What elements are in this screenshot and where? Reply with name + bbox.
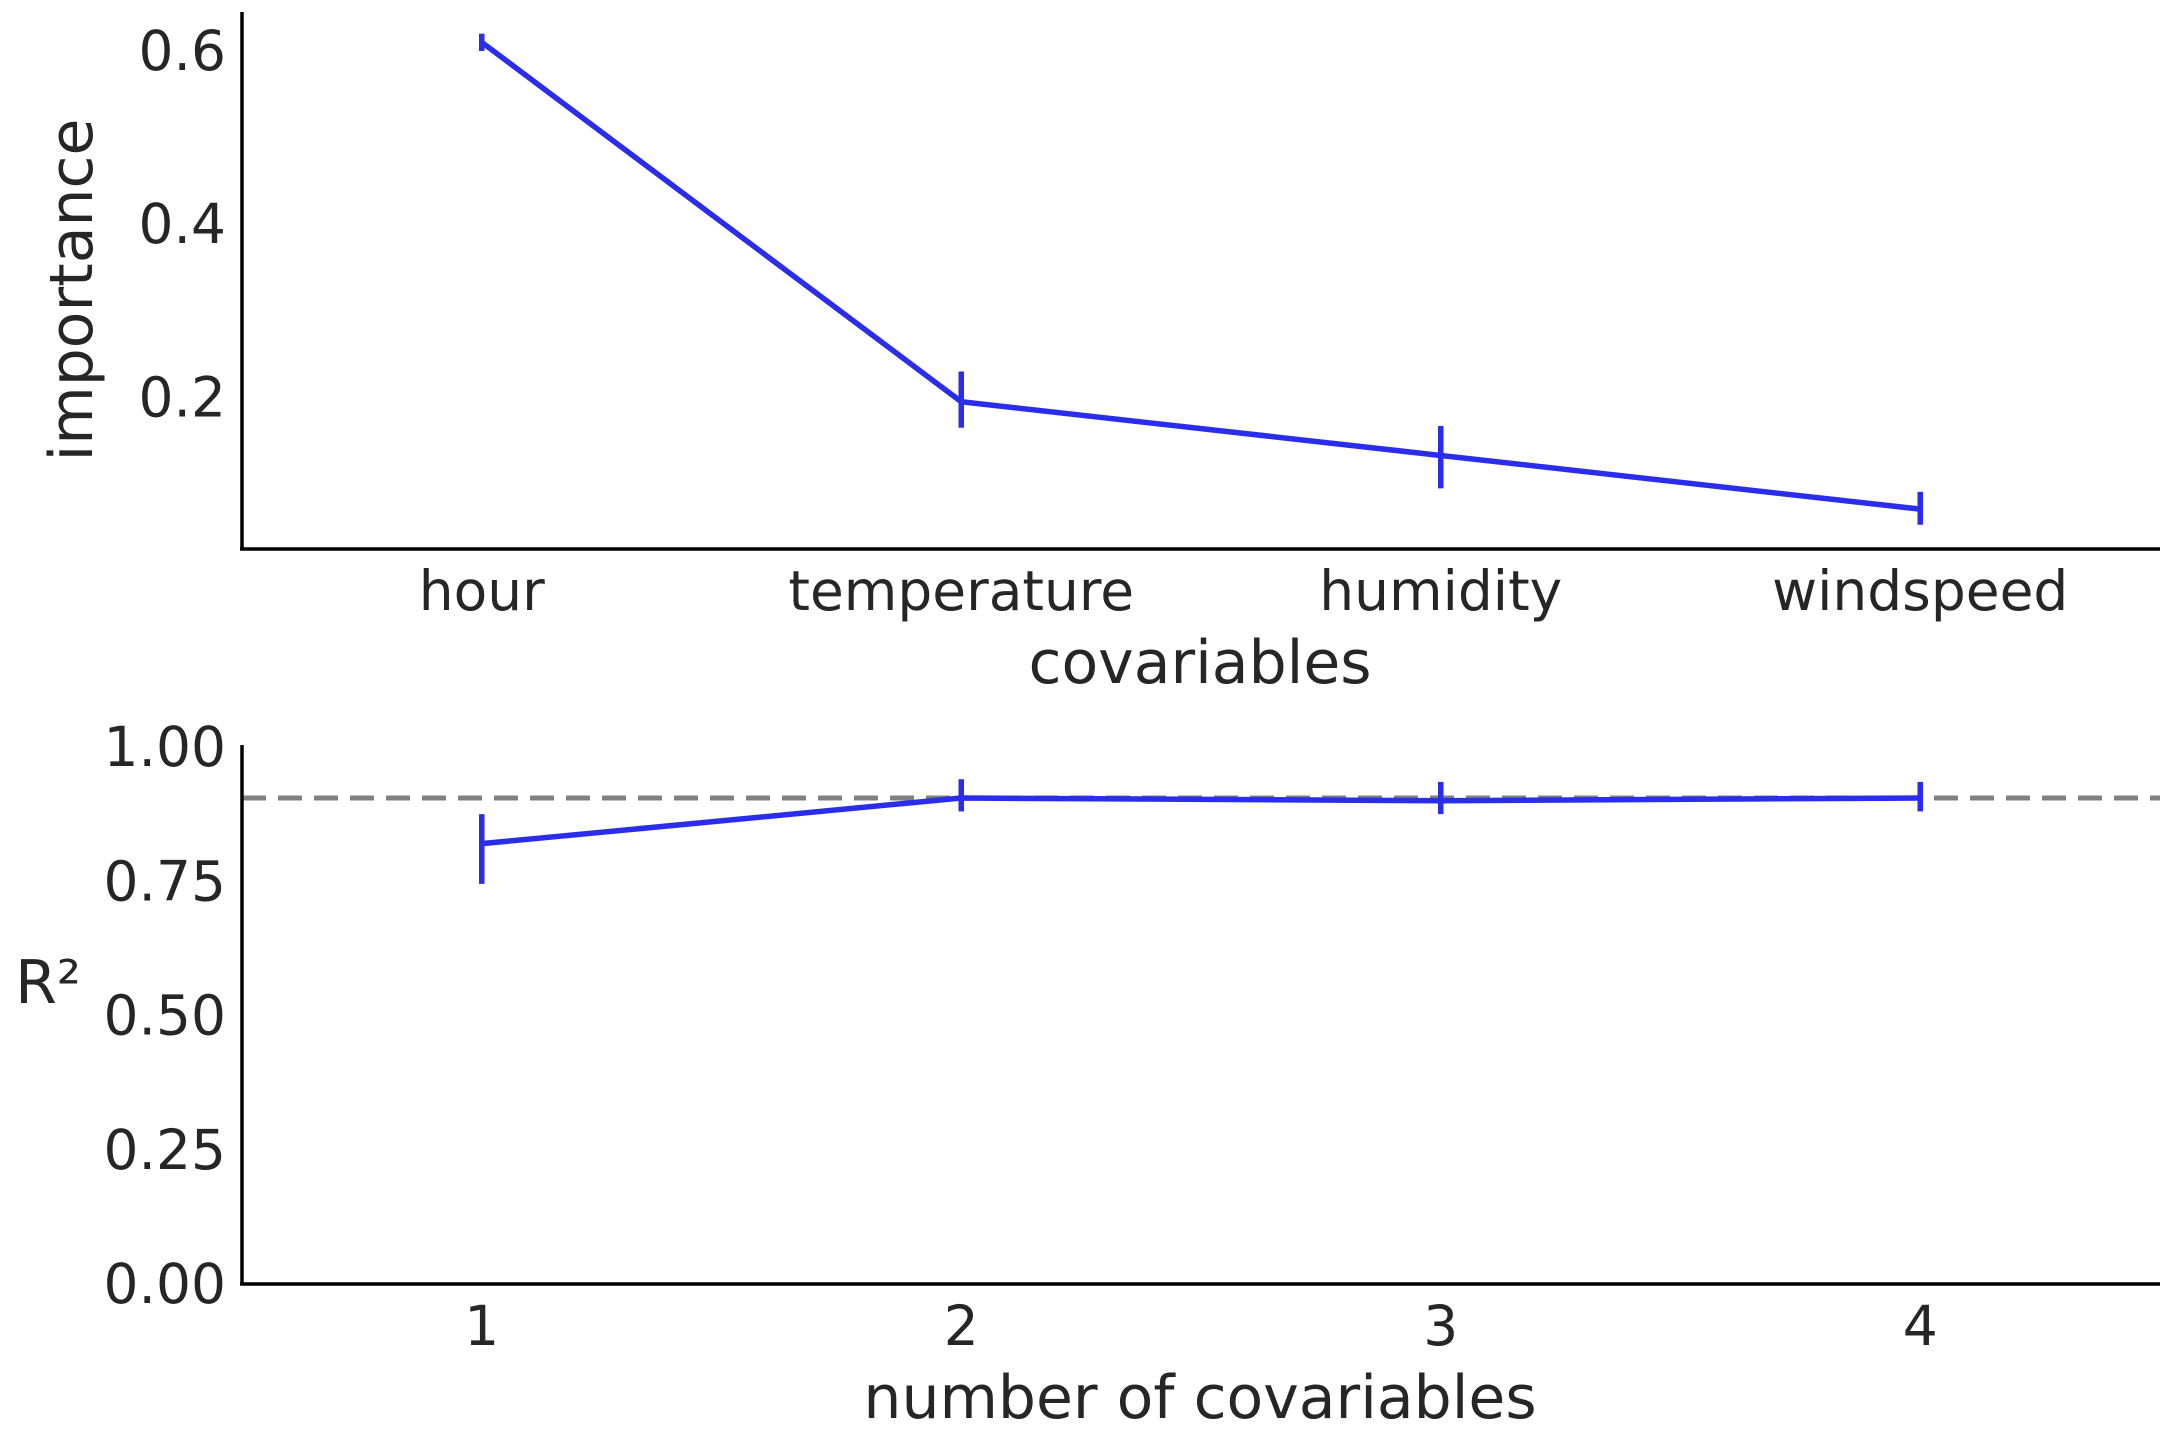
r2-x-tick-label: 3 [1423,1294,1458,1358]
importance-y-tick-label: 0.2 [139,365,226,429]
importance-panel: 0.2 0.4 0.6 hour temperature humidity windspe… [37,12,2160,698]
r2-x-tick-label: 2 [944,1294,979,1358]
r2-panel: 0.00 0.25 0.50 0.75 1.00 1 2 3 4 number of cova… [15,715,2160,1433]
importance-x-axis-label: covariables [1028,628,1371,698]
r2-y-tick-label: 0.75 [104,849,226,913]
importance-y-axis-label: importance [37,119,107,462]
importance-x-tick-label: humidity [1319,559,1562,623]
importance-y-tick-labels: 0.2 0.4 0.6 [139,19,226,429]
importance-y-tick-label: 0.6 [139,19,226,83]
importance-x-tick-labels: hour temperature humidity windspeed [419,559,2069,623]
importance-series-line [480,40,1921,512]
r2-y-tick-label: 0.00 [104,1252,226,1316]
r2-x-tick-label: 4 [1903,1294,1938,1358]
r2-x-axis-label: number of covariables [863,1363,1536,1433]
importance-x-tick-label: temperature [788,559,1134,623]
r2-y-tick-label: 0.25 [104,1118,226,1182]
r2-marks [479,779,1923,884]
r2-y-tick-labels: 0.00 0.25 0.50 0.75 1.00 [104,715,226,1316]
r2-x-tick-label: 1 [464,1294,499,1358]
r2-y-tick-label: 1.00 [104,715,226,779]
importance-marks [479,33,1923,525]
r2-series-line [481,795,1921,847]
importance-y-tick-label: 0.4 [139,192,226,256]
importance-x-tick-label: windspeed [1772,559,2068,623]
importance-x-tick-label: hour [419,559,545,623]
r2-y-tick-label: 0.50 [104,984,226,1048]
r2-x-tick-labels: 1 2 3 4 [464,1294,1938,1358]
r2-y-axis-label: R² [15,948,81,1018]
